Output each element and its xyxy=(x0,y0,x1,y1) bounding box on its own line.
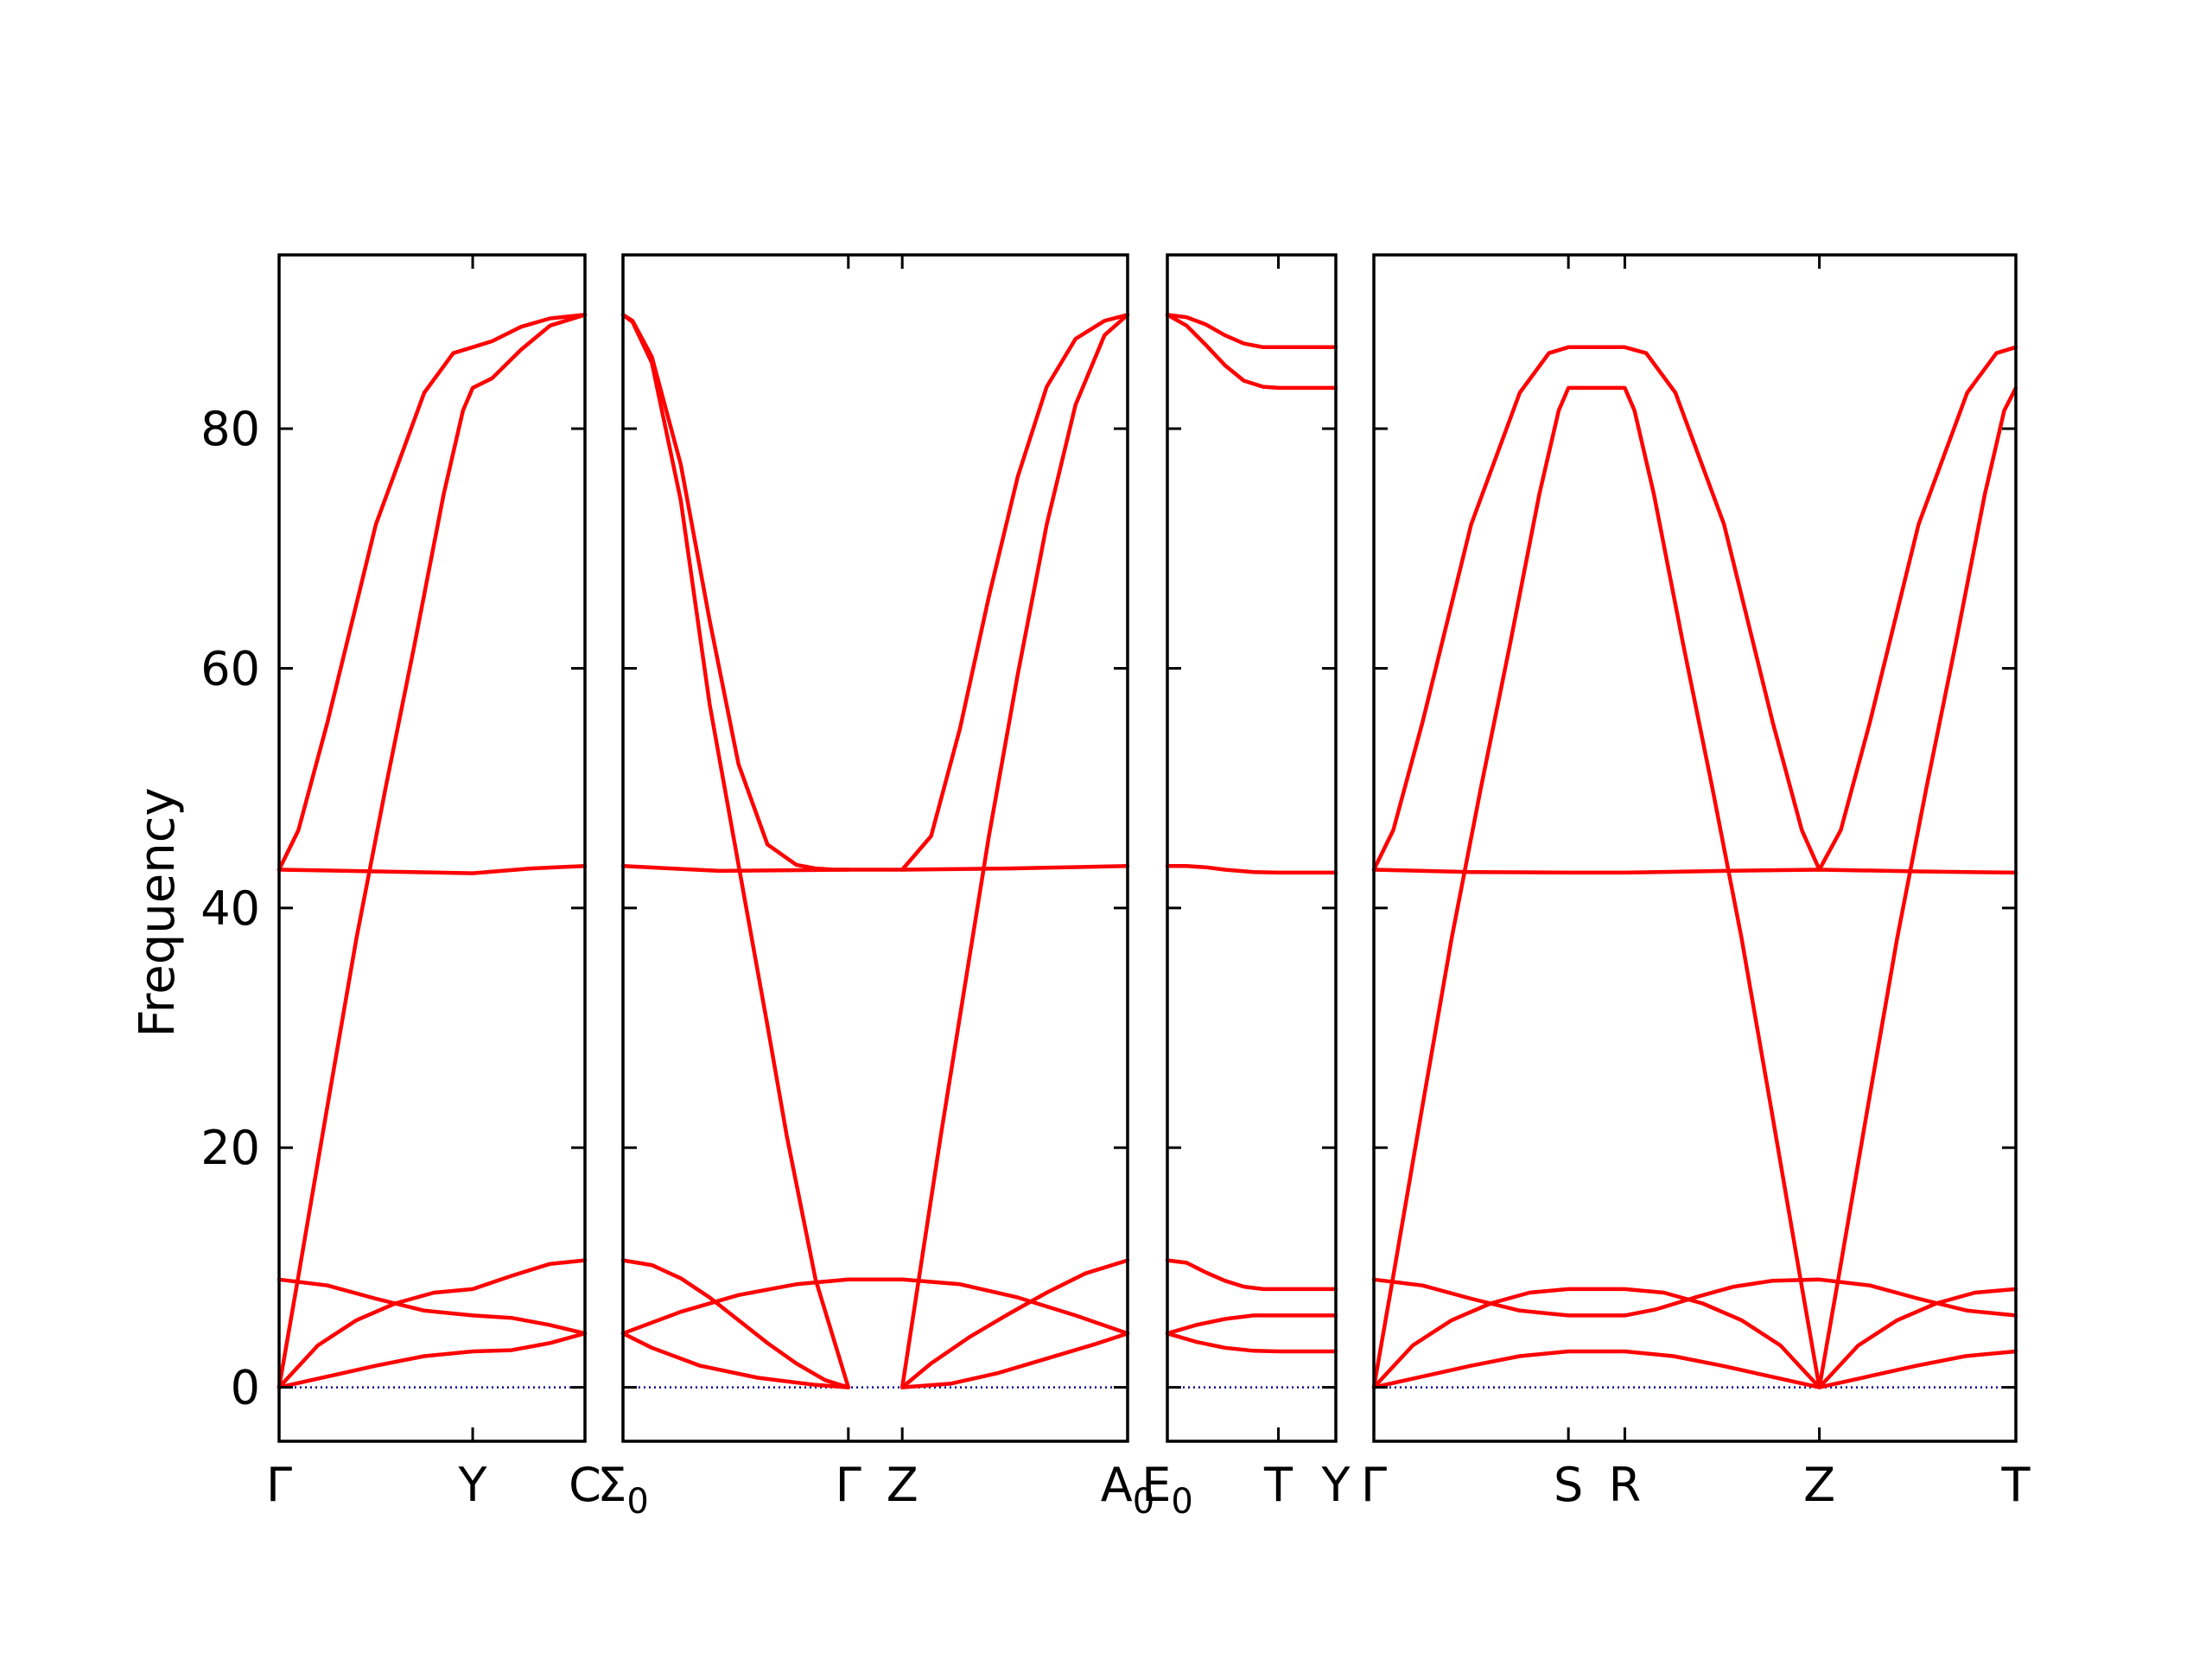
band-line xyxy=(1371,385,2018,1389)
x-tick-label: T xyxy=(1263,1458,1294,1512)
panel-frame xyxy=(1372,253,2018,1443)
panel-frame xyxy=(1166,253,1338,1443)
panel-frame xyxy=(621,253,1129,1443)
panel-frame xyxy=(277,253,587,1443)
y-tick-label: 80 xyxy=(200,402,260,456)
x-tick-label: E0 xyxy=(1141,1458,1193,1522)
panel-1: 0 20 40 60 80 Γ Y C xyxy=(200,253,601,1512)
band-line xyxy=(276,864,588,875)
band-line xyxy=(276,1258,588,1389)
band-line xyxy=(276,1277,588,1336)
band-line xyxy=(1165,1331,1338,1354)
y-axis-label: Frequency xyxy=(130,787,186,1037)
band-line xyxy=(620,1277,1130,1336)
x-tick-label: Γ xyxy=(266,1458,292,1512)
x-tick-label: Γ xyxy=(836,1458,861,1512)
y-tick-label: 40 xyxy=(200,881,260,936)
band-line xyxy=(276,1331,588,1389)
band-line xyxy=(620,864,1130,874)
y-tick-label: 60 xyxy=(200,641,260,696)
band-line xyxy=(1165,313,1338,391)
band-line xyxy=(1371,1277,2018,1318)
y-tick-label: 0 xyxy=(231,1361,260,1415)
x-tick-label: Y xyxy=(1321,1458,1351,1512)
x-tick-label: Z xyxy=(887,1458,918,1512)
x-tick-label: T xyxy=(2001,1458,2031,1512)
band-line xyxy=(620,1258,851,1389)
band-line xyxy=(1371,1349,2018,1389)
x-tick-label: R xyxy=(1609,1458,1642,1512)
y-tick-label: 20 xyxy=(200,1121,260,1175)
band-line xyxy=(620,1331,851,1389)
x-tick-label: Γ xyxy=(1361,1458,1387,1512)
band-line xyxy=(899,313,1130,1389)
band-line xyxy=(1371,345,2018,872)
band-line xyxy=(1165,313,1338,350)
x-tick-label: S xyxy=(1554,1458,1583,1512)
band-line xyxy=(276,313,588,1389)
band-line xyxy=(899,313,1130,872)
band-line xyxy=(899,1331,1130,1389)
band-line xyxy=(1165,864,1338,875)
band-line xyxy=(1165,1258,1338,1292)
band-line xyxy=(620,313,851,1389)
x-tick-label: Z xyxy=(1803,1458,1835,1512)
band-line xyxy=(899,1258,1130,1389)
x-tick-label: C xyxy=(569,1458,601,1512)
x-tick-label: Y xyxy=(458,1458,488,1512)
panel-3: E0 T Y xyxy=(1141,253,1351,1522)
band-line xyxy=(1165,1313,1338,1336)
band-line xyxy=(1371,868,2018,875)
band-line xyxy=(1371,1287,2018,1389)
band-line xyxy=(276,313,588,872)
